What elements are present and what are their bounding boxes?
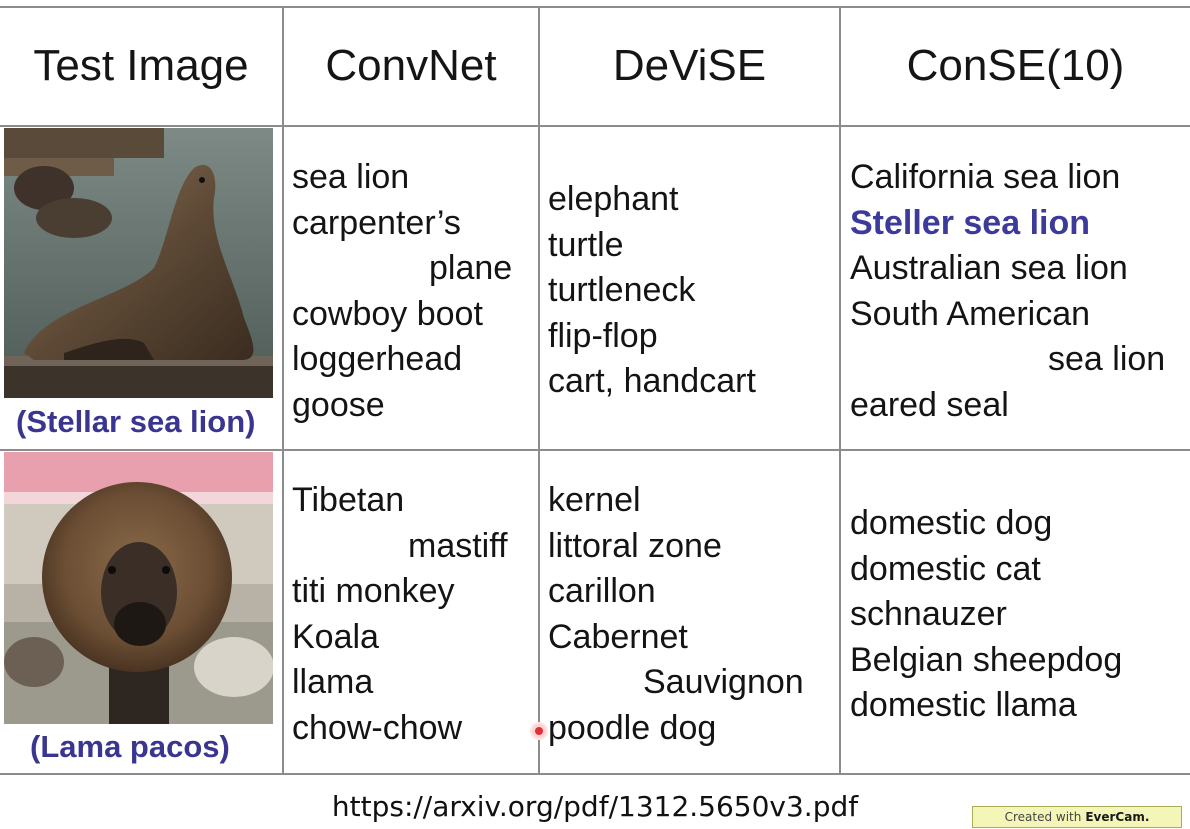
sea-lion-conse-labels: California sea lion Steller sea lion Aus…	[850, 155, 1165, 428]
alpaca-conse-labels: domestic dog domestic cat schnauzer Belg…	[850, 501, 1122, 729]
list-item: poodle dog	[548, 706, 804, 752]
list-item: littoral zone	[548, 524, 804, 570]
list-item: schnauzer	[850, 592, 1122, 638]
list-item: flip-flop	[548, 314, 756, 360]
list-item: titi monkey	[292, 569, 508, 615]
list-item: goose	[292, 383, 512, 429]
alpaca-image	[4, 452, 273, 724]
evercam-watermark: Created with EverCam.	[972, 806, 1182, 828]
header-conse: ConSE(10)	[841, 6, 1190, 126]
list-item: loggerhead	[292, 337, 512, 383]
list-item: eared seal	[850, 383, 1165, 429]
correct-label-highlight: Steller sea lion	[850, 201, 1165, 247]
list-item: Australian sea lion	[850, 246, 1165, 292]
list-item: Sauvignon	[548, 660, 804, 706]
list-item: elephant	[548, 177, 756, 223]
list-item: domestic cat	[850, 547, 1122, 593]
table-bottom-border	[0, 773, 1190, 775]
sea-lion-convnet-labels: sea lion carpenter’s plane cowboy boot l…	[292, 155, 512, 428]
list-item: sea lion	[292, 155, 512, 201]
row-divider	[0, 449, 1190, 451]
header-convnet: ConvNet	[284, 6, 538, 126]
list-item: carillon	[548, 569, 804, 615]
alpaca-devise-labels: kernel littoral zone carillon Cabernet S…	[548, 478, 804, 751]
list-item: kernel	[548, 478, 804, 524]
list-item: cart, handcart	[548, 359, 756, 405]
watermark-brand: EverCam.	[1085, 810, 1149, 824]
header-devise: DeViSE	[540, 6, 839, 126]
alpaca-convnet-labels: Tibetan mastiff titi monkey Koala llama …	[292, 478, 508, 751]
list-item: Cabernet	[548, 615, 804, 661]
sea-lion-caption: (Stellar sea lion)	[16, 404, 255, 440]
list-item: South American	[850, 292, 1165, 338]
header-test-image: Test Image	[0, 6, 282, 126]
list-item: carpenter’s	[292, 201, 512, 247]
list-item: mastiff	[292, 524, 508, 570]
list-item: Belgian sheepdog	[850, 638, 1122, 684]
list-item: cowboy boot	[292, 292, 512, 338]
list-item: plane	[292, 246, 512, 292]
list-item: California sea lion	[850, 155, 1165, 201]
list-item: turtle	[548, 223, 756, 269]
watermark-prefix: Created with	[1005, 810, 1082, 824]
alpaca-caption: (Lama pacos)	[30, 729, 230, 765]
sea-lion-devise-labels: elephant turtle turtleneck flip-flop car…	[548, 177, 756, 405]
list-item: llama	[292, 660, 508, 706]
sea-lion-image	[4, 128, 273, 398]
list-item: domestic dog	[850, 501, 1122, 547]
list-item: Tibetan	[292, 478, 508, 524]
list-item: turtleneck	[548, 268, 756, 314]
list-item: domestic llama	[850, 683, 1122, 729]
list-item: sea lion	[850, 337, 1165, 383]
cursor-indicator-icon	[532, 724, 546, 738]
list-item: chow-chow	[292, 706, 508, 752]
list-item: Koala	[292, 615, 508, 661]
